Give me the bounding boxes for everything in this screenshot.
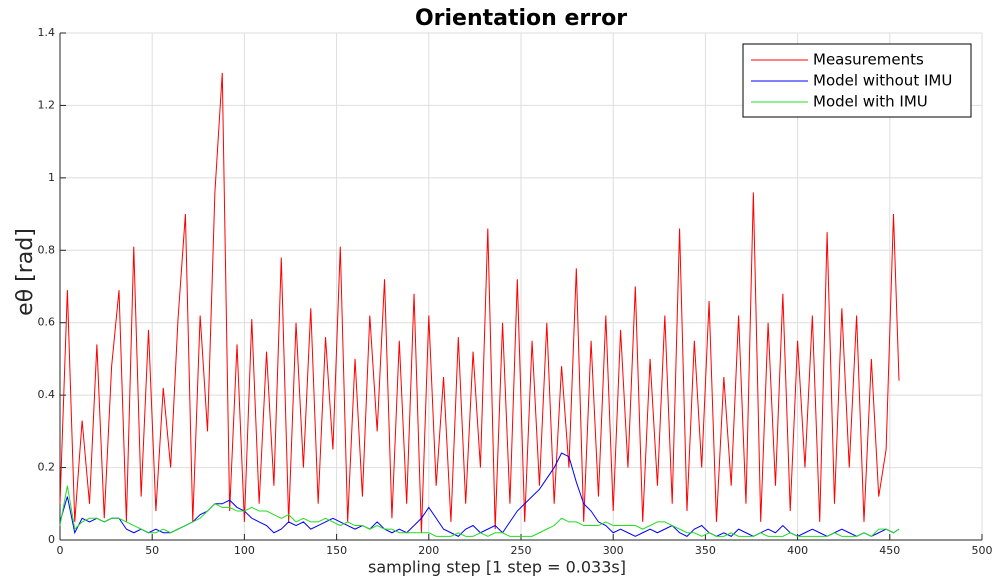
x-tick-label: 350	[695, 544, 716, 557]
legend-label: Model without IMU	[813, 72, 952, 90]
legend-label: Model with IMU	[813, 93, 928, 111]
y-tick-label: 0.8	[38, 243, 56, 256]
y-tick-label: 0.4	[38, 388, 56, 401]
x-tick-label: 250	[511, 544, 532, 557]
y-tick-label: 0.2	[38, 461, 56, 474]
x-tick-label: 150	[326, 544, 347, 557]
x-tick-label: 200	[418, 544, 439, 557]
x-tick-label: 0	[57, 544, 64, 557]
x-axis-label: sampling step [1 step = 0.033s]	[368, 558, 626, 577]
y-tick-label: 1.2	[38, 98, 56, 111]
x-tick-label: 300	[603, 544, 624, 557]
series-line	[59, 485, 900, 537]
x-tick-label: 450	[879, 544, 900, 557]
y-tick-label: 0.6	[38, 316, 56, 329]
y-tick-label: 1	[48, 171, 55, 184]
series-line	[59, 72, 900, 533]
x-tick-label: 100	[234, 544, 255, 557]
chart-title: Orientation error	[415, 6, 627, 31]
x-tick-label: 500	[972, 544, 993, 557]
y-tick-label: 0	[48, 533, 55, 546]
y-axis-label: eθ [rad]	[13, 228, 38, 316]
x-tick-label: 400	[787, 544, 808, 557]
y-tick-label: 1.4	[38, 26, 56, 39]
x-tick-label: 50	[145, 544, 159, 557]
legend-label: Measurements	[813, 51, 924, 69]
